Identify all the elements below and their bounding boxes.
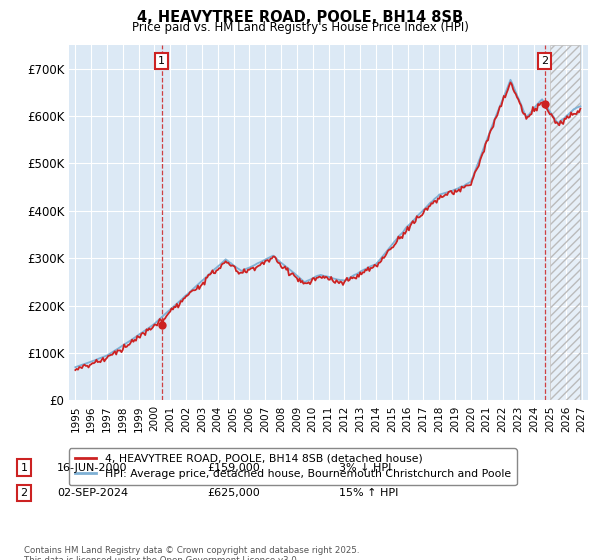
HPI: Average price, detached house, Bournemouth Christchurch and Poole: (2.01e+03, 2.56e+05): Average price, detached house, Bournemou… bbox=[331, 276, 338, 282]
Text: £625,000: £625,000 bbox=[207, 488, 260, 498]
4, HEAVYTREE ROAD, POOLE, BH14 8SB (detached house) bbox=[104, 352, 112, 359]
HPI: Average price, detached house, Bournemouth Christchurch and Poole: (2e+03, 9.64e+04): Average price, detached house, Bournemou… bbox=[104, 351, 112, 358]
4, HEAVYTREE ROAD, POOLE, BH14 8SB (detached house) bbox=[574, 108, 581, 114]
Text: 4, HEAVYTREE ROAD, POOLE, BH14 8SB: 4, HEAVYTREE ROAD, POOLE, BH14 8SB bbox=[137, 10, 463, 25]
Text: 2: 2 bbox=[20, 488, 28, 498]
Text: Contains HM Land Registry data © Crown copyright and database right 2025.
This d: Contains HM Land Registry data © Crown c… bbox=[24, 546, 359, 560]
HPI: Average price, detached house, Bournemouth Christchurch and Poole: (2.02e+03, 4.26e+05): Average price, detached house, Bournemou… bbox=[432, 195, 439, 202]
4, HEAVYTREE ROAD, POOLE, BH14 8SB (detached house) bbox=[331, 279, 338, 286]
4, HEAVYTREE ROAD, POOLE, BH14 8SB (detached house) bbox=[432, 198, 439, 204]
HPI: Average price, detached house, Bournemouth Christchurch and Poole: (2e+03, 8.29e+04): Average price, detached house, Bournemou… bbox=[89, 358, 96, 365]
4, HEAVYTREE ROAD, POOLE, BH14 8SB (detached house) bbox=[89, 360, 96, 366]
Text: Price paid vs. HM Land Registry's House Price Index (HPI): Price paid vs. HM Land Registry's House … bbox=[131, 21, 469, 34]
HPI: Average price, detached house, Bournemouth Christchurch and Poole: (2.02e+03, 6.76e+05): Average price, detached house, Bournemou… bbox=[507, 76, 514, 83]
Text: 1: 1 bbox=[20, 463, 28, 473]
Text: 16-JUN-2000: 16-JUN-2000 bbox=[57, 463, 128, 473]
4, HEAVYTREE ROAD, POOLE, BH14 8SB (detached house) bbox=[72, 367, 79, 374]
HPI: Average price, detached house, Bournemouth Christchurch and Poole: (2.03e+03, 6.18e+05): Average price, detached house, Bournemou… bbox=[574, 104, 581, 110]
Text: 1: 1 bbox=[158, 56, 165, 66]
Text: 02-SEP-2024: 02-SEP-2024 bbox=[57, 488, 128, 498]
Text: 3% ↓ HPI: 3% ↓ HPI bbox=[339, 463, 391, 473]
Legend: 4, HEAVYTREE ROAD, POOLE, BH14 8SB (detached house), HPI: Average price, detache: 4, HEAVYTREE ROAD, POOLE, BH14 8SB (deta… bbox=[69, 449, 517, 485]
4, HEAVYTREE ROAD, POOLE, BH14 8SB (detached house) bbox=[507, 79, 514, 86]
Text: £159,000: £159,000 bbox=[207, 463, 260, 473]
Line: 4, HEAVYTREE ROAD, POOLE, BH14 8SB (detached house): 4, HEAVYTREE ROAD, POOLE, BH14 8SB (deta… bbox=[76, 82, 580, 370]
4, HEAVYTREE ROAD, POOLE, BH14 8SB (detached house) bbox=[508, 81, 515, 88]
Text: 15% ↑ HPI: 15% ↑ HPI bbox=[339, 488, 398, 498]
HPI: Average price, detached house, Bournemouth Christchurch and Poole: (2.03e+03, 6.2e+05): Average price, detached house, Bournemou… bbox=[577, 103, 584, 110]
4, HEAVYTREE ROAD, POOLE, BH14 8SB (detached house) bbox=[577, 105, 584, 112]
Line: HPI: Average price, detached house, Bournemouth Christchurch and Poole: HPI: Average price, detached house, Bour… bbox=[76, 80, 580, 367]
HPI: Average price, detached house, Bournemouth Christchurch and Poole: (2e+03, 7e+04): Average price, detached house, Bournemou… bbox=[72, 364, 79, 371]
HPI: Average price, detached house, Bournemouth Christchurch and Poole: (2.02e+03, 6.71e+05): Average price, detached house, Bournemou… bbox=[508, 79, 515, 86]
Text: 2: 2 bbox=[541, 56, 548, 66]
